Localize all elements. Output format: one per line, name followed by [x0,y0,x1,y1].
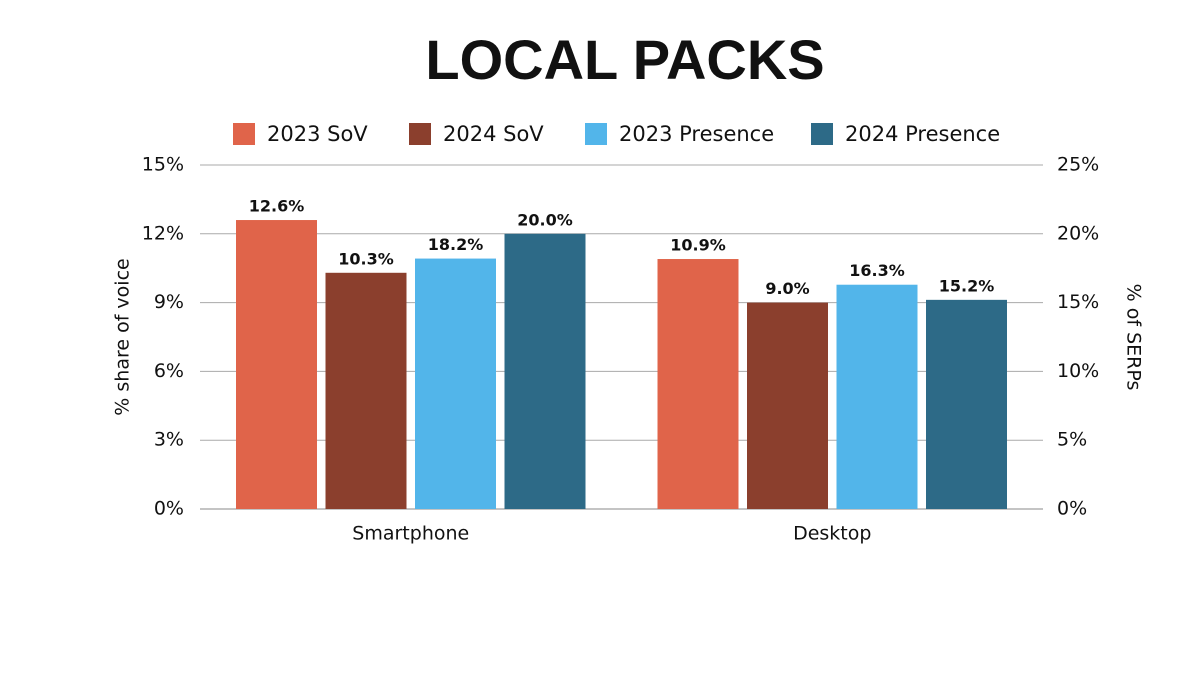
value-label: 9.0% [765,279,809,298]
bar [325,272,407,509]
legend-swatch [811,123,833,145]
legend-swatch [585,123,607,145]
bar [926,299,1007,509]
bar [236,220,317,510]
y-tick-label: 15% [142,154,184,176]
y-tick-label: 6% [154,360,184,382]
y2-axis-title: % of SERPs [1123,284,1145,391]
y2-tick-label: 25% [1057,154,1099,176]
value-label: 12.6% [249,197,305,216]
chart-title: LOCAL PACKS [425,28,824,91]
legend-label: 2023 Presence [619,122,774,146]
value-label: 20.0% [517,210,573,229]
y-tick-label: 9% [154,291,184,313]
value-label: 16.3% [849,261,905,280]
y-tick-label: 3% [154,429,184,451]
y2-tick-label: 0% [1057,498,1087,520]
x-tick-label: Desktop [793,523,871,545]
y2-tick-label: 15% [1057,291,1099,313]
value-label: 15.2% [939,276,995,295]
legend-swatch [233,123,255,145]
x-tick-label: Smartphone [352,523,469,545]
y2-tick-label: 5% [1057,429,1087,451]
y2-tick-label: 20% [1057,222,1099,244]
y-tick-label: 0% [154,498,184,520]
y-tick-label: 12% [142,222,184,244]
y-axis-title: % share of voice [112,258,134,415]
bar [747,302,828,509]
bar [657,259,739,509]
bar [504,233,586,510]
value-label: 10.3% [338,249,394,268]
legend-label: 2023 SoV [267,122,368,146]
bar [415,258,496,509]
value-label: 10.9% [670,236,726,255]
value-label: 18.2% [428,235,484,254]
legend-swatch [409,123,431,145]
y2-tick-label: 10% [1057,360,1099,382]
legend-label: 2024 SoV [443,122,544,146]
bar [836,284,918,509]
legend-label: 2024 Presence [845,122,1000,146]
